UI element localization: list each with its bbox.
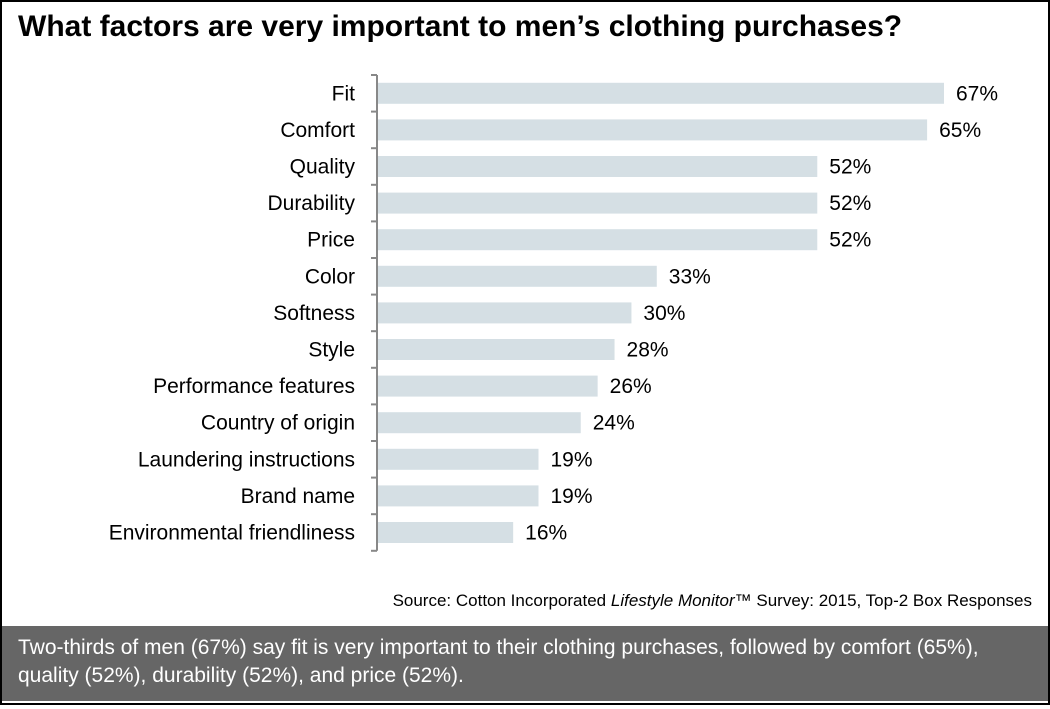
category-label: Performance features xyxy=(153,375,355,398)
data-label: 19% xyxy=(551,448,593,471)
category-label: Laundering instructions xyxy=(138,448,355,471)
bar xyxy=(378,302,632,324)
data-label: 65% xyxy=(939,119,981,142)
data-label: 16% xyxy=(525,522,567,545)
category-label: Durability xyxy=(267,192,355,215)
data-label: 26% xyxy=(610,375,652,398)
bar xyxy=(378,339,615,360)
data-label: 67% xyxy=(956,82,998,105)
bar xyxy=(378,156,818,177)
source-suffix: ™ Survey: 2015, Top-2 Box Responses xyxy=(734,591,1032,610)
category-label: Fit xyxy=(332,82,355,105)
data-label: 52% xyxy=(829,192,871,215)
data-label: 30% xyxy=(643,302,685,325)
category-label: Comfort xyxy=(280,119,355,142)
category-label: Brand name xyxy=(241,485,355,508)
caption-box: Two-thirds of men (67%) say fit is very … xyxy=(2,626,1048,701)
data-label: 33% xyxy=(669,265,711,288)
data-label: 52% xyxy=(829,156,871,179)
bar xyxy=(378,412,581,434)
category-label: Softness xyxy=(273,302,355,325)
bar xyxy=(378,522,514,543)
category-label: Quality xyxy=(290,156,356,179)
source-italic: Lifestyle Monitor xyxy=(610,591,735,610)
bar xyxy=(378,265,657,287)
category-label: Color xyxy=(305,265,355,288)
bar xyxy=(378,375,598,397)
data-label: 52% xyxy=(829,229,871,252)
category-label: Price xyxy=(307,229,355,252)
chart-title: What factors are very important to men’s… xyxy=(18,10,903,43)
data-label: 19% xyxy=(551,485,593,508)
bar xyxy=(378,82,944,104)
bar xyxy=(378,229,818,251)
source-prefix: Source: Cotton Incorporated xyxy=(392,591,611,610)
category-label: Country of origin xyxy=(201,412,355,435)
source-note: Source: Cotton Incorporated Lifestyle Mo… xyxy=(393,591,1032,611)
category-label: Environmental friendliness xyxy=(109,522,355,545)
bar xyxy=(378,448,539,470)
data-label: 28% xyxy=(627,339,669,362)
bar xyxy=(378,485,539,507)
bar xyxy=(378,192,818,214)
data-label: 24% xyxy=(593,412,635,435)
bar xyxy=(378,119,928,141)
category-label: Style xyxy=(308,339,355,362)
bar-chart: Fit 67% Comfort 65% Quality 52% Durability 52% P… xyxy=(109,74,998,552)
